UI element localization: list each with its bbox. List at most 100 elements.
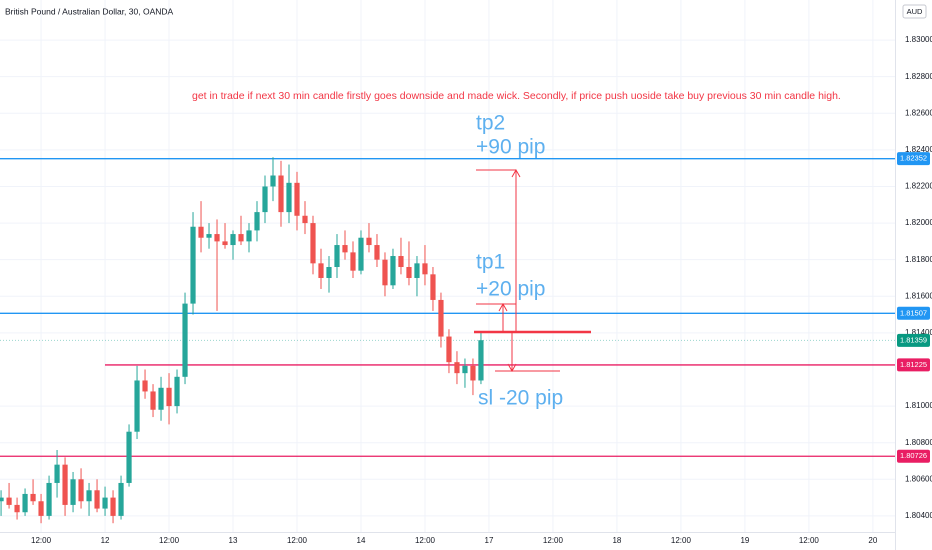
candle-body: [382, 259, 388, 286]
x-tick-label: 18: [612, 536, 621, 545]
candle-body: [478, 340, 484, 381]
candle-body: [270, 175, 276, 187]
candle-body: [438, 299, 444, 337]
candle-body: [358, 237, 364, 271]
candle-body: [110, 497, 116, 516]
y-tick-label: 1.80600: [905, 474, 932, 483]
price-label: 1.82352: [900, 154, 927, 163]
candle-body: [238, 234, 244, 242]
y-tick-label: 1.82600: [905, 108, 932, 117]
candle-body: [158, 387, 164, 410]
x-tick-label: 12:00: [287, 536, 308, 545]
candle-body: [0, 497, 4, 502]
candle-body: [454, 362, 460, 374]
trade-note: get in trade if next 30 min candle first…: [192, 90, 841, 102]
candle-body: [254, 212, 260, 231]
y-tick-label: 1.81400: [905, 328, 932, 337]
candle-body: [326, 267, 332, 278]
tp2-arrowhead: [511, 168, 521, 178]
sl-arrowhead: [507, 363, 517, 373]
candle-body: [38, 501, 44, 516]
tp1-arrowhead: [498, 302, 508, 312]
chart-title: British Pound / Australian Dollar, 30, O…: [5, 6, 174, 16]
candle-body: [86, 490, 92, 502]
candle-body: [102, 497, 108, 509]
price-label-box: [897, 358, 930, 372]
candle-body: [350, 252, 356, 271]
x-tick-label: 12:00: [543, 536, 564, 545]
y-tick-label: 1.83000: [905, 35, 932, 44]
candle-body: [294, 182, 300, 216]
candle-body: [446, 336, 452, 363]
x-tick-label: 12:00: [799, 536, 820, 545]
candle-body: [94, 490, 100, 509]
candle-body: [214, 234, 220, 242]
candle-body: [342, 245, 348, 253]
candle-body: [278, 175, 284, 213]
candle-body: [134, 380, 140, 432]
trade-drawings: [474, 168, 591, 373]
candle-body: [374, 245, 380, 260]
x-tick-label: 12:00: [159, 536, 180, 545]
candle-body: [166, 387, 172, 407]
candle-body: [174, 376, 180, 407]
candle-body: [422, 263, 428, 275]
candle-body: [150, 391, 156, 410]
candle-body: [302, 215, 308, 224]
candle-body: [286, 182, 292, 213]
y-tick-label: 1.80800: [905, 438, 932, 447]
candle-body: [78, 479, 84, 502]
x-tick-label: 13: [229, 536, 238, 545]
candle-body: [190, 226, 196, 304]
x-tick-label: 12:00: [31, 536, 52, 545]
y-tick-label: 1.82400: [905, 145, 932, 154]
price-label-box: [897, 449, 930, 463]
price-label-box: [897, 306, 930, 320]
candle-body: [198, 226, 204, 238]
candle-body: [310, 223, 316, 264]
y-tick-label: 1.81800: [905, 255, 932, 264]
currency-box: [902, 4, 927, 19]
x-tick-label: 12:00: [415, 536, 436, 545]
y-tick-label: 1.80400: [905, 511, 932, 520]
candle-body: [30, 493, 36, 502]
x-tick-label: 14: [357, 536, 366, 545]
currency-label: AUD: [907, 7, 923, 16]
price-label: 1.80726: [900, 451, 927, 460]
candle-body: [230, 234, 236, 246]
grid: [0, 0, 895, 532]
x-tick-label: 12:00: [671, 536, 692, 545]
candle-body: [470, 365, 476, 381]
candle-body: [246, 230, 252, 242]
x-tick-label: 19: [740, 536, 749, 545]
price-label: 1.81225: [900, 360, 927, 369]
sl-label: sl -20 pip: [478, 387, 563, 410]
tp2-label: tp2: [476, 112, 505, 135]
tp1-pips: +20 pip: [476, 278, 545, 301]
candle-body: [54, 464, 60, 483]
candle-body: [430, 274, 436, 300]
candle-body: [318, 263, 324, 278]
y-tick-label: 1.81000: [905, 401, 932, 410]
candle-body: [262, 186, 268, 213]
tp1-label: tp1: [476, 251, 505, 274]
candle-body: [414, 263, 420, 278]
price-label-box: [897, 333, 930, 347]
x-tick-label: 20: [868, 536, 877, 545]
y-tick-label: 1.82000: [905, 218, 932, 227]
candle-body: [126, 431, 132, 483]
tp2-pips: +90 pip: [476, 136, 545, 159]
candle-body: [70, 479, 76, 505]
candles: [0, 157, 484, 524]
x-tick-label: 12: [101, 536, 110, 545]
y-tick-label: 1.82800: [905, 72, 932, 81]
candle-body: [142, 380, 148, 392]
y-tick-label: 1.81600: [905, 291, 932, 300]
candle-body: [406, 267, 412, 278]
candle-body: [390, 256, 396, 286]
price-label: 1.81359: [900, 335, 927, 344]
candle-body: [22, 493, 28, 513]
candle-body: [462, 365, 468, 374]
